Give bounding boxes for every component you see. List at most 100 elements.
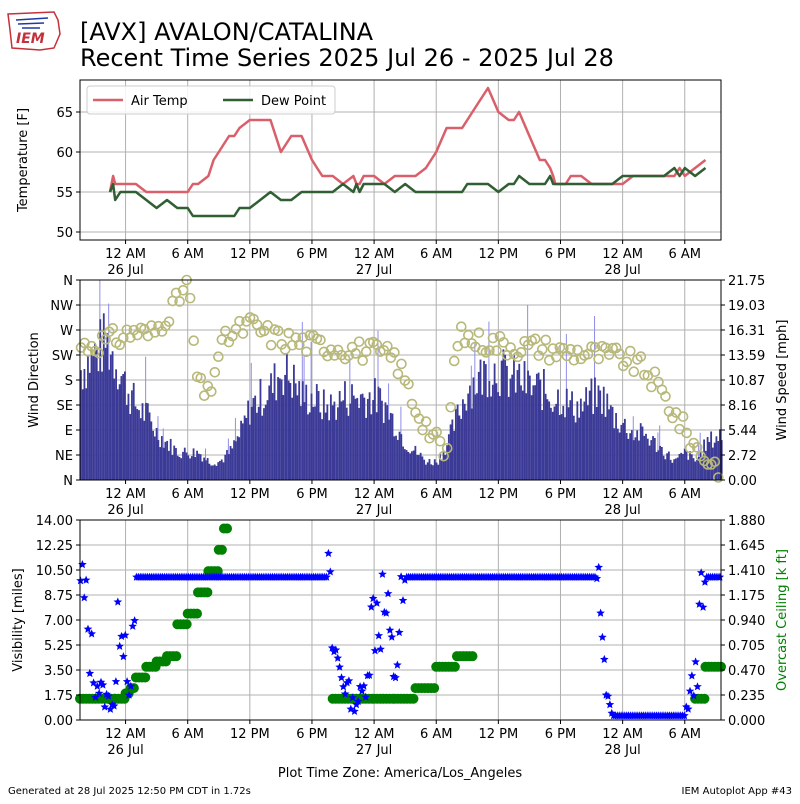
wind-speed-bar — [631, 430, 633, 480]
wind-speed-bar — [118, 384, 121, 480]
visibility-marker — [367, 602, 376, 611]
wind-direction-marker — [234, 315, 245, 327]
wind-speed-bar — [602, 386, 605, 480]
wind-speed-bar — [523, 361, 526, 480]
visibility-marker — [122, 677, 132, 686]
air-temp-line — [108, 86, 707, 194]
wind-speed-bar — [481, 394, 484, 480]
wind-speed-bar — [418, 455, 420, 480]
wind-speed-bar — [618, 432, 621, 480]
ceiling-tick-label: 1.410 — [728, 564, 765, 579]
visibility-marker — [78, 560, 87, 569]
wind-speed-tick-label: 8.16 — [728, 399, 757, 414]
x-date-label: 28 Jul — [604, 263, 640, 278]
x-tick-label: 6 AM — [668, 247, 701, 262]
wind-direction-marker — [103, 326, 115, 338]
wind-speed-bar — [671, 462, 674, 480]
visibility-marker — [340, 689, 350, 698]
wind-speed-bar — [333, 401, 336, 480]
temperature-y-tick-label: 50 — [56, 226, 73, 241]
temperature-y-tick-label: 55 — [56, 186, 73, 201]
visibility-marker — [331, 645, 341, 654]
wind-speed-bar — [148, 412, 151, 480]
wind-speed-bar — [99, 319, 102, 480]
wind-speed-bar — [372, 400, 375, 480]
wind-speed-bar — [664, 459, 667, 480]
wind-speed-bar — [289, 382, 292, 480]
wind-speed-bar — [534, 385, 536, 480]
temperature-legend: Air Temp Dew Point — [86, 85, 336, 115]
wind-speed-tick-label: 21.75 — [728, 274, 765, 289]
wind-speed-bar — [180, 458, 183, 480]
wind-direction-marker — [589, 342, 601, 353]
wind-speed-bar — [245, 417, 248, 480]
wind-speed-bar — [657, 450, 660, 480]
wind-speed-bar — [266, 400, 269, 480]
wind-speed-bar — [342, 400, 345, 480]
wind-direction-marker — [536, 344, 548, 355]
wind-speed-bar — [164, 441, 167, 480]
wind-speed-bar — [423, 459, 426, 480]
ceiling-tick-label: 0.940 — [728, 614, 765, 629]
wind-speed-bar — [687, 459, 690, 480]
wind-direction-marker — [660, 391, 671, 402]
wind-speed-bar — [375, 412, 378, 480]
visibility-marker — [594, 562, 603, 572]
wind-speed-bar — [599, 390, 602, 480]
wind-speed-bar — [268, 385, 271, 480]
visibility-marker — [689, 691, 698, 700]
wind-speed-bar — [329, 394, 332, 480]
wind-speed-bar — [254, 395, 257, 480]
wind-speed-bar — [615, 412, 617, 480]
wind-speed-bar — [275, 400, 278, 480]
wind-speed-bar — [312, 406, 315, 480]
ceiling-tick-label: 0.235 — [728, 689, 765, 704]
wind-direction-tick-label: E — [65, 424, 73, 439]
wind-speed-bar — [426, 462, 429, 480]
wind-speed-bar — [504, 354, 507, 480]
wind-speed-bar — [296, 395, 299, 480]
wind-direction-marker — [389, 347, 400, 358]
wind-speed-bar — [157, 440, 160, 480]
generated-note: Generated at 28 Jul 2025 12:50 PM CDT in… — [8, 786, 251, 797]
x-tick-label: 12 AM — [105, 487, 146, 502]
wind-speed-bar — [278, 378, 281, 480]
visibility-tick-label: 0.00 — [44, 714, 73, 729]
visibility-marker — [393, 660, 402, 669]
dew-point-line — [108, 166, 707, 218]
wind-speed-bar — [155, 427, 158, 480]
wind-direction-marker — [206, 386, 217, 397]
wind-speed-bar — [326, 404, 329, 480]
wind-direction-marker — [431, 426, 442, 438]
wind-speed-bar — [104, 347, 107, 480]
wind-speed-bar — [690, 454, 693, 480]
wind-direction-marker — [213, 351, 224, 363]
visibility-marker — [592, 574, 602, 583]
wind-speed-bar — [588, 390, 591, 480]
wind-speed-bar — [293, 364, 295, 480]
wind-speed-bar — [344, 381, 346, 480]
wind-speed-bar — [717, 441, 720, 480]
wind-speed-bar — [335, 419, 338, 480]
visibility-marker — [94, 688, 104, 697]
wind-direction-marker — [163, 316, 175, 327]
wind-speed-bar — [285, 352, 288, 480]
wind-speed-bar — [317, 391, 320, 480]
wind-speed-bar — [303, 402, 306, 480]
visibility-marker — [395, 628, 404, 637]
wind-speed-bar — [141, 403, 144, 480]
wind-speed-bar — [273, 363, 276, 480]
wind-speed-bar — [152, 430, 154, 480]
wind-speed-bar — [113, 378, 116, 480]
wind-speed-bar — [667, 451, 670, 480]
x-date-label: 26 Jul — [107, 263, 143, 278]
wind-direction-marker — [153, 320, 164, 332]
x-tick-label: 6 PM — [296, 247, 327, 262]
ceiling-marker — [216, 544, 227, 555]
x-tick-label: 6 PM — [296, 727, 327, 742]
wind-speed-bar — [236, 436, 239, 480]
wind-speed-tick-label: 2.72 — [728, 449, 757, 464]
x-tick-label: 12 PM — [230, 487, 270, 502]
app-note: IEM Autoplot App #43 — [682, 786, 792, 797]
x-tick-label: 6 PM — [296, 487, 327, 502]
